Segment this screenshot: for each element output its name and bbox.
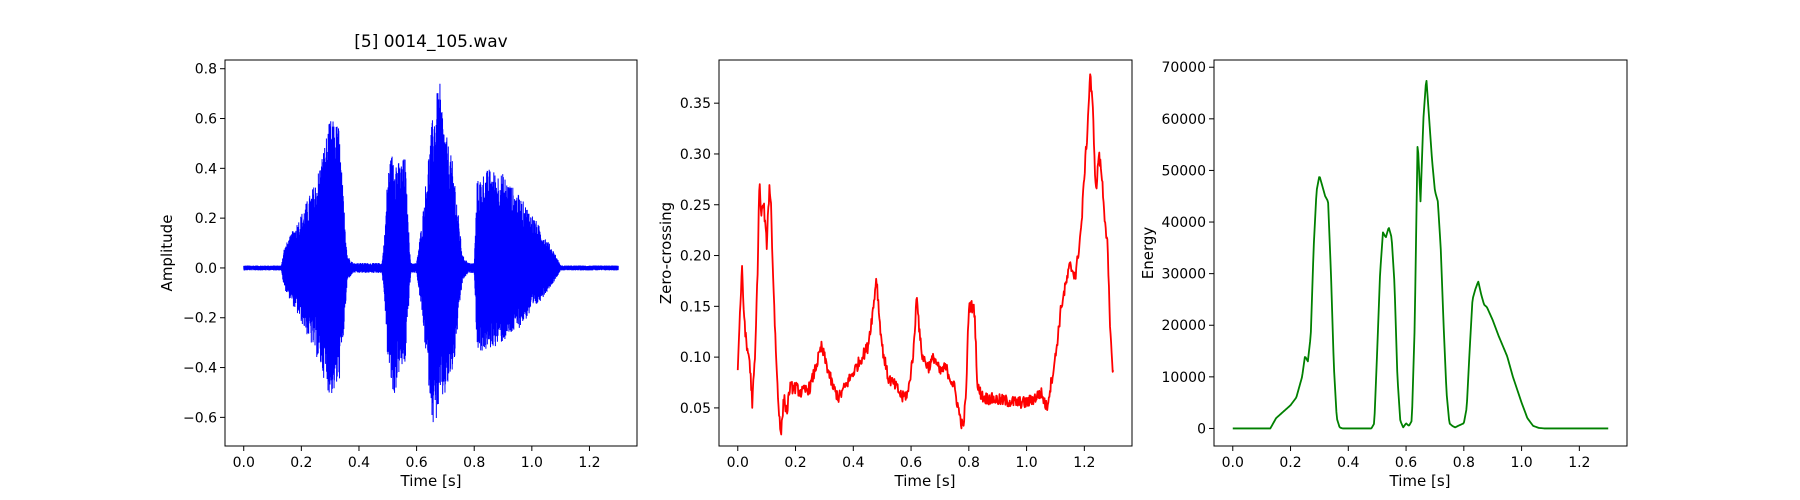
- waveform-ytick-label: −0.6: [183, 410, 217, 426]
- waveform-ytick-label: −0.2: [183, 311, 217, 327]
- waveform-ytick-label: 0.4: [195, 161, 217, 177]
- zcr-series-line: [736, 73, 1115, 436]
- zcr-xtick-label: 1.2: [1073, 455, 1095, 471]
- zcr-xtick-label: 0.6: [900, 455, 922, 471]
- zcr-xlabel: Time [s]: [894, 472, 956, 490]
- zcr-ytick-label: 0.25: [680, 198, 711, 214]
- waveform-plot-area: [243, 83, 619, 423]
- energy-ytick-label: 10000: [1161, 370, 1206, 386]
- zcr-xtick-label: 0.2: [784, 455, 806, 471]
- waveform-xtick-label: 0.0: [233, 455, 255, 471]
- waveform-title: [5] 0014_105.wav: [354, 32, 507, 52]
- energy-series-line: [1232, 79, 1609, 430]
- zcr-plot-area: [736, 73, 1115, 436]
- energy-xtick-label: 0.4: [1337, 455, 1359, 471]
- zcr-ytick-label: 0.10: [680, 350, 711, 366]
- waveform-ytick-label: −0.4: [183, 361, 217, 377]
- zcr-panel: 0.0 0.2 0.4 0.6 0.8 1.0 1.2 0.05 0.10 0.15 0.20 0.2…: [657, 59, 1133, 490]
- energy-xlabel: Time [s]: [1389, 472, 1451, 490]
- energy-xtick-label: 0.0: [1222, 455, 1244, 471]
- zcr-ylabel: Zero-crossing: [657, 202, 675, 304]
- waveform-ytick-label: 0.0: [195, 261, 217, 277]
- waveform-xtick-label: 0.6: [405, 455, 427, 471]
- waveform-ylabel: Amplitude: [158, 215, 176, 292]
- zcr-xtick-label: 1.0: [1015, 455, 1037, 471]
- energy-ytick-label: 50000: [1161, 163, 1206, 179]
- waveform-xtick-label: 0.4: [348, 455, 370, 471]
- waveform-ytick-label: 0.6: [195, 112, 217, 128]
- zcr-ytick-label: 0.20: [680, 249, 711, 265]
- zcr-ytick-label: 0.30: [680, 147, 711, 163]
- energy-ticks: 0.0 0.2 0.4 0.6 0.8 1.0 1.2 0 10000 20000 30000 400…: [1161, 60, 1590, 471]
- energy-panel: 0.0 0.2 0.4 0.6 0.8 1.0 1.2 0 10000 20000 30000 400…: [1139, 59, 1628, 490]
- zcr-ticks: 0.0 0.2 0.4 0.6 0.8 1.0 1.2 0.05 0.10 0.15 0.20 0.2…: [680, 96, 1096, 471]
- energy-xtick-label: 0.8: [1453, 455, 1475, 471]
- waveform-xtick-label: 0.2: [290, 455, 312, 471]
- energy-xtick-label: 0.2: [1279, 455, 1301, 471]
- waveform-ticks: 0.0 0.2 0.4 0.6 0.8 1.0 1.2 −0.6 −0.4 −0.2 0.0 0.2 0…: [183, 62, 601, 471]
- energy-ytick-label: 60000: [1161, 112, 1206, 128]
- zcr-ytick-label: 0.15: [680, 299, 711, 315]
- zcr-xtick-label: 0.8: [958, 455, 980, 471]
- energy-axes-frame: [1213, 59, 1628, 447]
- waveform-ytick-label: 0.8: [195, 62, 217, 78]
- waveform-xlabel: Time [s]: [400, 472, 462, 490]
- energy-ytick-label: 0: [1197, 421, 1206, 437]
- energy-ytick-label: 40000: [1161, 215, 1206, 231]
- zcr-axes-frame: [718, 59, 1133, 447]
- zcr-xtick-label: 0.4: [842, 455, 864, 471]
- waveform-series-line: [243, 83, 619, 423]
- waveform-panel: [5] 0014_105.wav 0.0 0.2 0.4 0.6 0.8 1.0 1.2 −0…: [158, 32, 638, 490]
- energy-xtick-label: 1.2: [1568, 455, 1590, 471]
- energy-ytick-label: 70000: [1161, 60, 1206, 76]
- energy-ylabel: Energy: [1139, 227, 1157, 280]
- energy-ytick-label: 20000: [1161, 318, 1206, 334]
- energy-xtick-label: 0.6: [1395, 455, 1417, 471]
- waveform-xtick-label: 1.0: [521, 455, 543, 471]
- zcr-xtick-label: 0.0: [727, 455, 749, 471]
- energy-plot-area: [1232, 79, 1609, 430]
- zcr-ytick-label: 0.35: [680, 96, 711, 112]
- waveform-xtick-label: 1.2: [578, 455, 600, 471]
- waveform-axes-frame: [224, 59, 638, 447]
- zcr-ytick-label: 0.05: [680, 401, 711, 417]
- waveform-ytick-label: 0.2: [195, 211, 217, 227]
- waveform-xtick-label: 0.8: [463, 455, 485, 471]
- energy-xtick-label: 1.0: [1510, 455, 1532, 471]
- energy-ytick-label: 30000: [1161, 267, 1206, 283]
